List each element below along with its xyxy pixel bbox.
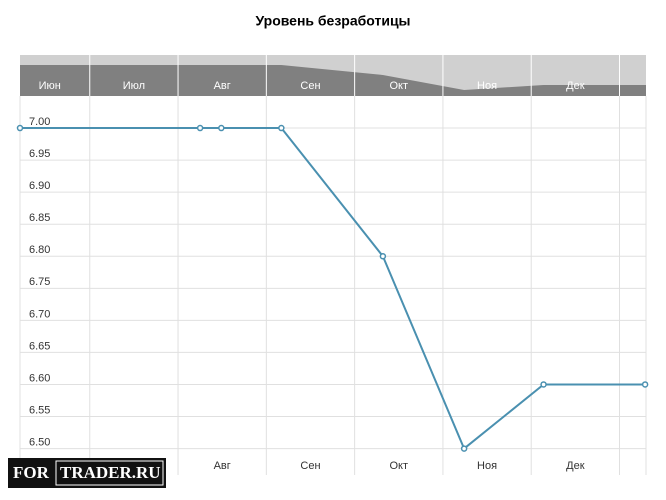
watermark-text: FOR: [13, 463, 50, 482]
chart-title: Уровень безработицы: [255, 13, 410, 29]
data-point: [278, 124, 285, 132]
y-tick-label: 6.80: [29, 244, 50, 256]
y-tick-label: 7.00: [29, 116, 50, 128]
navigator-label: Авг: [214, 80, 231, 92]
x-tick-label: Авг: [214, 460, 231, 472]
y-tick-label: 6.60: [29, 372, 50, 384]
data-point: [16, 124, 24, 132]
data-point: [379, 253, 387, 260]
y-tick-label: 6.90: [29, 180, 50, 192]
navigator-label: Июн: [39, 80, 61, 92]
navigator-area: [20, 65, 646, 96]
x-tick-label: Дек: [566, 460, 585, 472]
y-tick-label: 6.55: [29, 404, 50, 416]
data-point: [540, 381, 547, 388]
x-tick-label: Окт: [390, 460, 409, 472]
data-point: [641, 381, 649, 388]
data-point: [460, 445, 468, 452]
x-tick-label: Ноя: [477, 460, 497, 472]
series-line: [20, 127, 646, 451]
y-tick-label: 6.95: [29, 148, 50, 160]
y-tick-label: 6.50: [29, 436, 50, 448]
navigator-label: Дек: [566, 80, 585, 92]
navigator-label: Сен: [300, 80, 320, 92]
x-tick-label: Сен: [300, 460, 320, 472]
watermark-text: TRADER.RU: [60, 463, 161, 482]
data-point: [196, 124, 204, 132]
watermark-inner: [55, 460, 164, 486]
navigator-label: Июл: [123, 80, 145, 92]
y-tick-label: 6.65: [29, 340, 50, 352]
data-point: [218, 124, 225, 132]
navigator-label: Ноя: [477, 80, 497, 92]
navigator-label: Окт: [390, 80, 409, 92]
y-tick-label: 6.75: [29, 276, 50, 288]
y-tick-label: 6.70: [29, 308, 50, 320]
y-tick-label: 6.85: [29, 212, 50, 224]
